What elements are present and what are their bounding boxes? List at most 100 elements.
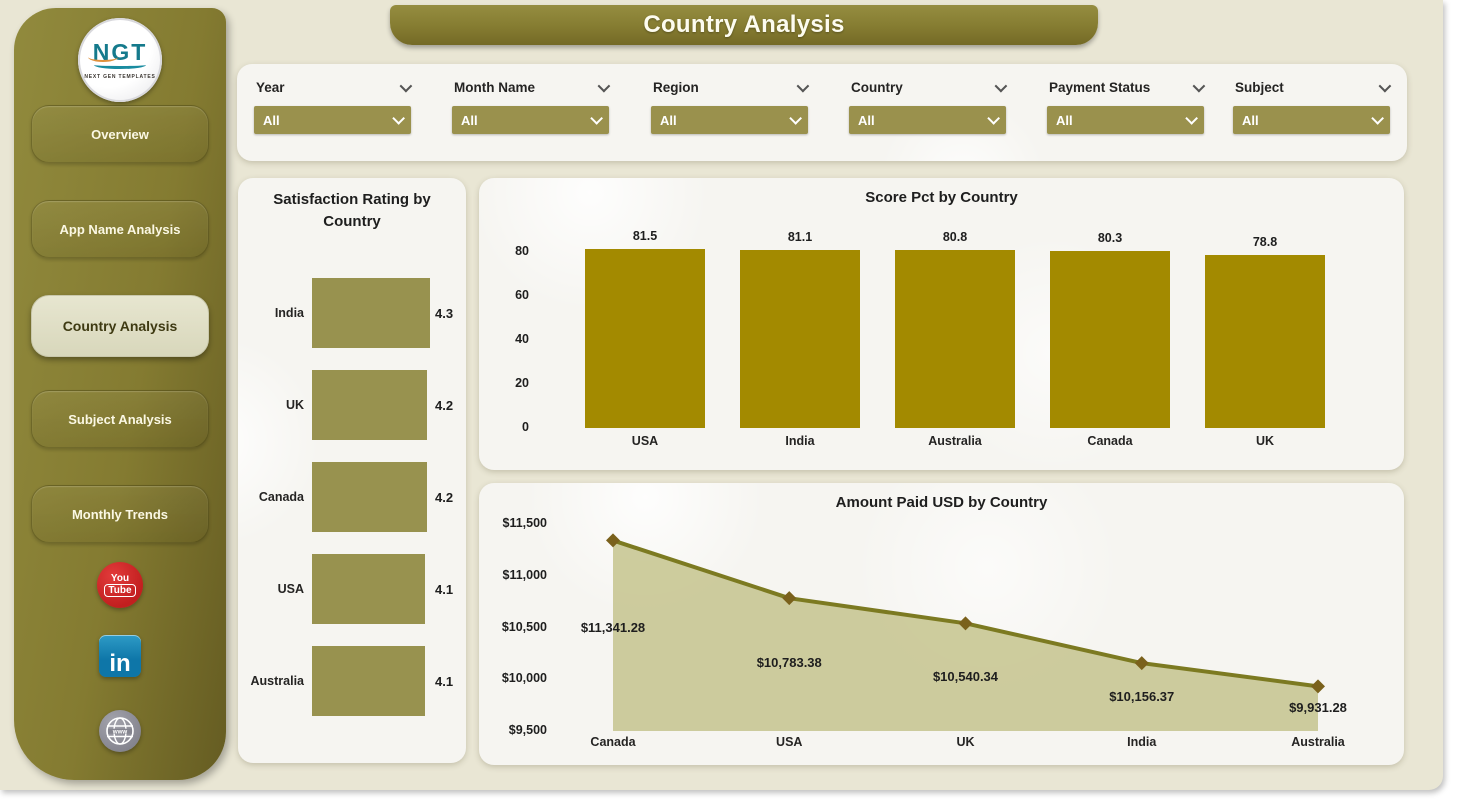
filter-month-name: Month Name All <box>452 76 611 134</box>
value-label: 4.1 <box>435 673 454 689</box>
youtube-icon-text: You <box>110 573 130 584</box>
y-axis-tick: 80 <box>515 244 529 258</box>
dropdown-value: All <box>263 112 280 128</box>
youtube-icon[interactable]: You Tube <box>97 562 143 608</box>
y-axis-tick: 0 <box>522 420 529 434</box>
value-label: $11,341.28 <box>580 620 646 635</box>
satisfaction-row: UK 4.2 <box>238 370 466 440</box>
x-axis-label: UK <box>956 735 975 749</box>
filter-subject-dropdown[interactable]: All <box>1233 106 1390 134</box>
chevron-down-icon <box>1371 111 1384 125</box>
satisfaction-bar[interactable] <box>312 278 430 348</box>
dropdown-value: All <box>1242 112 1259 128</box>
x-axis-label: Canada <box>1087 434 1133 448</box>
dropdown-value: All <box>461 112 478 128</box>
satisfaction-row: Australia 4.1 <box>238 646 466 716</box>
filter-region-dropdown[interactable]: All <box>651 106 808 134</box>
y-axis-tick: $9,500 <box>508 723 547 737</box>
website-globe-icon[interactable]: www <box>99 710 141 752</box>
y-axis-tick: $10,000 <box>501 671 547 686</box>
category-label: USA <box>277 582 304 596</box>
chevron-down-icon[interactable] <box>597 79 611 92</box>
sidebar-item-monthly-trends[interactable]: Monthly Trends <box>31 485 209 543</box>
value-label: $10,783.38 <box>756 655 822 670</box>
filter-month-name-dropdown[interactable]: All <box>452 106 609 134</box>
y-axis-tick: $11,000 <box>502 567 548 582</box>
score-bar[interactable] <box>585 249 705 428</box>
satisfaction-bar[interactable] <box>312 554 425 624</box>
filter-panel: Year All Month Name All Region <box>237 64 1407 161</box>
filter-region: Region All <box>651 76 810 134</box>
ngt-logo: NGT NEXT GEN TEMPLATES <box>78 18 162 102</box>
chevron-down-icon <box>590 111 603 125</box>
chevron-down-icon[interactable] <box>1378 79 1392 92</box>
value-label: 80.3 <box>1097 231 1123 245</box>
filter-label: Region <box>653 79 699 95</box>
chevron-down-icon <box>1185 111 1198 125</box>
dropdown-value: All <box>660 112 677 128</box>
data-point-marker[interactable] <box>782 591 797 606</box>
category-label: Canada <box>258 490 304 504</box>
value-label: $10,156.37 <box>1109 689 1175 704</box>
filter-country-dropdown[interactable]: All <box>849 106 1006 134</box>
satisfaction-bar[interactable] <box>312 462 427 532</box>
value-label: 4.2 <box>435 397 454 413</box>
sidebar-item-overview[interactable]: Overview <box>31 105 209 163</box>
chevron-down-icon <box>392 111 405 125</box>
chevron-down-icon <box>789 111 802 125</box>
data-point-marker[interactable] <box>606 533 620 548</box>
chevron-down-icon[interactable] <box>994 79 1008 92</box>
satisfaction-row: India 4.3 <box>238 278 466 348</box>
score-bar[interactable] <box>1050 251 1170 428</box>
filter-year: Year All <box>254 76 413 134</box>
chevron-down-icon <box>987 111 1000 125</box>
satisfaction-bar[interactable] <box>312 370 427 440</box>
filter-label: Month Name <box>454 79 535 95</box>
youtube-icon-text: Tube <box>104 584 136 597</box>
x-axis-label: USA <box>631 434 659 448</box>
data-point-marker[interactable] <box>958 616 973 631</box>
y-axis-tick: $10,500 <box>501 619 547 634</box>
satisfaction-bar[interactable] <box>312 646 425 716</box>
sidebar-item-subject-analysis[interactable]: Subject Analysis <box>31 390 209 448</box>
linkedin-icon-text: in <box>109 649 131 677</box>
score-bar[interactable] <box>895 250 1015 428</box>
score-chart-panel: Score Pct by Country 80 60 40 20 0 81.5 USA 81.… <box>479 178 1404 470</box>
sidebar-item-country-analysis[interactable]: Country Analysis <box>31 295 209 357</box>
sidebar-item-app-name-analysis[interactable]: App Name Analysis <box>31 200 209 258</box>
filter-label: Year <box>256 79 285 95</box>
chart-title: Amount Paid USD by Country <box>835 494 1048 511</box>
chevron-down-icon[interactable] <box>399 79 413 92</box>
score-bar[interactable] <box>1205 255 1325 428</box>
category-label: UK <box>285 398 304 412</box>
filter-country: Country All <box>849 76 1008 134</box>
linkedin-icon[interactable]: in <box>99 635 141 677</box>
sidebar-item-label: Subject Analysis <box>68 411 172 427</box>
x-axis-label: Australia <box>1291 735 1345 749</box>
sidebar-item-label: App Name Analysis <box>59 221 181 237</box>
filter-subject: Subject All <box>1233 76 1392 134</box>
filter-year-dropdown[interactable]: All <box>254 106 411 134</box>
value-label: 78.8 <box>1252 235 1278 249</box>
value-label: 4.1 <box>435 581 454 597</box>
filter-payment-status-dropdown[interactable]: All <box>1047 106 1204 134</box>
page-title: Country Analysis <box>643 11 845 38</box>
chevron-down-icon[interactable] <box>1192 79 1206 92</box>
amount-chart-panel: Amount Paid USD by Country $11,500 $11,00… <box>479 483 1404 765</box>
page-title-bar: Country Analysis <box>390 5 1098 45</box>
value-label: 4.2 <box>435 489 454 505</box>
logo-swoosh-icon <box>88 59 146 69</box>
score-bar[interactable] <box>740 250 860 428</box>
data-point-marker[interactable] <box>1311 679 1325 694</box>
y-axis-tick: 40 <box>515 332 529 346</box>
x-axis-label: India <box>785 434 815 448</box>
x-axis-label: UK <box>1255 434 1275 448</box>
sidebar-nav: Overview App Name Analysis Country Analy… <box>14 105 226 580</box>
filter-label: Country <box>851 79 903 95</box>
filter-label: Payment Status <box>1049 79 1151 95</box>
sidebar: NGT NEXT GEN TEMPLATES Overview App Name… <box>14 8 226 780</box>
chevron-down-icon[interactable] <box>796 79 810 92</box>
social-links: You Tube in www <box>14 562 226 780</box>
data-point-marker[interactable] <box>1134 656 1149 671</box>
x-axis-label: Canada <box>590 735 636 749</box>
